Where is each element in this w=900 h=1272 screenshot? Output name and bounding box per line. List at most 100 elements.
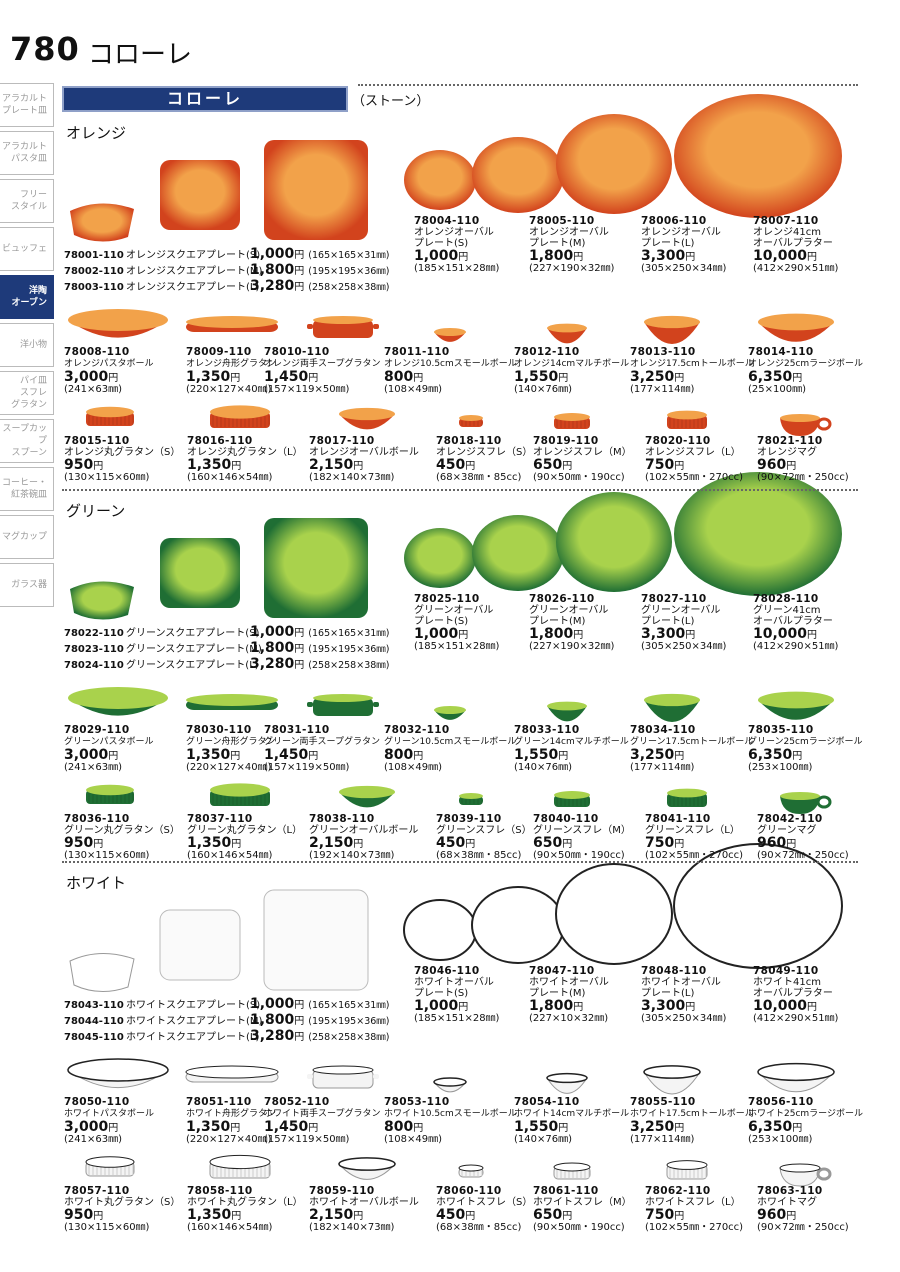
item-size: (305×250×34㎜)	[641, 641, 727, 652]
item-size: (90×50㎜・190cc)	[533, 1222, 625, 1233]
sidebar-tab-7[interactable]: スープカップ スプーン	[0, 419, 54, 463]
mug-rim-art	[780, 414, 820, 422]
item-size: (195×195×36㎜)	[308, 1016, 390, 1027]
item-name-line2: オーバルプラター	[753, 238, 833, 249]
item-price: 3,300	[641, 998, 686, 1014]
item-name: グリーンパスタボール	[64, 737, 154, 747]
item-code: 78038-110	[309, 813, 375, 825]
handle-art	[307, 324, 313, 329]
item-name: グリーン17.5cmトールボール	[630, 737, 754, 747]
bowl-art	[644, 700, 700, 722]
square-plate-row: 78023-110 グリーンスクエアプレート(M)1,800円 (195×195×3…	[64, 640, 389, 658]
section-title: オレンジ	[66, 124, 127, 142]
ramekin-rim-art	[209, 1154, 271, 1170]
item-size: (185×151×28㎜)	[414, 1013, 500, 1024]
item-name: ホワイトマグ	[757, 1197, 817, 1208]
item-price: 750	[645, 835, 675, 851]
item-name: オレンジ10.5cmスモールボール	[384, 359, 517, 369]
item-name: ホワイトパスタボール	[64, 1109, 155, 1119]
oval-plate-art	[472, 515, 564, 591]
row2-item: 78009-110 オレンジ舟形グラタン 1,350円 (220×127×40㎜)	[186, 347, 276, 396]
square-plate-art	[264, 518, 368, 618]
item-name-line2: オーバルプラター	[753, 988, 833, 999]
sidebar-tab-3[interactable]: ビュッフェ	[0, 227, 54, 271]
item-size: (253×100㎜)	[748, 1134, 813, 1145]
currency-label: 円	[465, 839, 476, 850]
item-price: 1,800	[250, 1012, 295, 1028]
ramekin-rim-art	[666, 1160, 708, 1170]
item-name-line1: オレンジオーバル	[414, 227, 494, 238]
soup-pot-rim-art	[312, 1065, 374, 1075]
sidebar-tab-5[interactable]: 洋小物	[0, 323, 54, 367]
item-size: (182×140×73㎜)	[309, 472, 395, 483]
item-code: 78017-110	[309, 435, 375, 447]
oval-plate-item: 78048-110 ホワイトオーバル プレート(L) 3,300円 (305×250×3…	[641, 966, 726, 1025]
sidebar-tab-1[interactable]: アラカルト パスタ皿	[0, 131, 54, 175]
sidebar-tab-9[interactable]: マグカップ	[0, 515, 54, 559]
item-size: (258×258×38㎜)	[308, 660, 390, 671]
item-code: 78016-110	[187, 435, 253, 447]
item-code: 78023-110	[64, 644, 124, 655]
currency-label: 円	[413, 751, 424, 762]
oval-plate-art	[404, 528, 476, 588]
item-price: 960	[757, 457, 787, 473]
item-name-line2: プレート(S)	[414, 988, 469, 999]
currency-label: 円	[562, 839, 573, 850]
sidebar-tab-4[interactable]: 洋陶 オーブン	[0, 275, 54, 319]
bowl-rim-art	[434, 328, 466, 336]
row2-item: 78010-110 オレンジ両手スープグラタン 1,450円 (157×119×50㎜…	[264, 347, 380, 396]
currency-label: 円	[93, 1211, 104, 1222]
item-size: (195×195×36㎜)	[308, 644, 390, 655]
mug-rim-art	[779, 1163, 821, 1173]
item-size: (130×115×60㎜)	[64, 1222, 150, 1233]
sidebar-tab-0[interactable]: アラカルト プレート皿	[0, 83, 54, 127]
item-name: ホワイトオーバルボール	[309, 1197, 419, 1208]
sidebar-tab-label: ガラス器	[11, 579, 47, 590]
item-code: 78018-110	[436, 435, 502, 447]
ramekin-rim-art	[554, 413, 590, 421]
item-price: 750	[645, 1207, 675, 1223]
item-name-line2: プレート(L)	[641, 238, 695, 249]
currency-label: 円	[230, 751, 241, 762]
row3-item: 78041-110 グリーンスフレ（L） 750円 (102×55㎜・270cc)	[645, 814, 743, 862]
item-code: 78014-110	[748, 346, 814, 358]
item-code: 78019-110	[533, 435, 599, 447]
item-size: (130×115×60㎜)	[64, 850, 150, 861]
bowl-art	[644, 322, 700, 344]
item-size: (241×63㎜)	[64, 1134, 122, 1145]
item-name-line2: プレート(M)	[529, 988, 586, 999]
item-price: 6,350	[748, 747, 793, 763]
item-name-line1: オレンジ41cm	[753, 227, 821, 238]
item-price: 1,000	[414, 626, 459, 642]
currency-label: 円	[230, 1123, 241, 1134]
currency-label: 円	[294, 1016, 305, 1027]
item-price: 950	[64, 835, 94, 851]
item-code: 78036-110	[64, 813, 130, 825]
row3-item: 78016-110 オレンジ丸グラタン（L） 1,350円 (160×146×54㎜)	[187, 435, 303, 484]
sidebar-tab-8[interactable]: コーヒー・ 紅茶碗皿	[0, 467, 54, 511]
mug-art	[780, 796, 820, 814]
item-price: 960	[757, 835, 787, 851]
currency-label: 円	[674, 461, 685, 472]
ramekin-rim-art	[554, 791, 590, 799]
oval-plate-art	[674, 472, 842, 596]
item-size: (68×38㎜・85cc)	[436, 1222, 522, 1233]
sidebar-tab-10[interactable]: ガラス器	[0, 563, 54, 607]
item-code: 78006-110	[641, 215, 707, 227]
currency-label: 円	[294, 660, 305, 671]
currency-label: 円	[674, 373, 685, 384]
row2-item: 78014-110 オレンジ25cmラージボール 6,350円 (25×100㎜)	[748, 346, 863, 396]
currency-label: 円	[294, 266, 305, 277]
row3-item: 78021-110 オレンジマグ 960円 (90×72㎜・250cc)	[757, 436, 849, 484]
item-size: (185×151×28㎜)	[414, 641, 500, 652]
item-code: 78002-110	[64, 266, 124, 277]
currency-label: 円	[786, 461, 797, 472]
sidebar-tab-2[interactable]: フリー スタイル	[0, 179, 54, 223]
sidebar-tab-6[interactable]: パイ皿 スフレ グラタン	[0, 371, 54, 415]
row2-item: 78055-110 ホワイト17.5cmトールボール 3,250円 (177×114㎜…	[630, 1097, 754, 1146]
item-size: (68×38㎜・85cc)	[436, 850, 522, 861]
item-size: (68×38㎜・85cc)	[436, 472, 522, 483]
row3-item: 78017-110 オレンジオーバルボール 2,150円 (182×140×73㎜)	[309, 435, 419, 484]
oval-plate-item: 78047-110 ホワイトオーバル プレート(M) 1,800円 (227×10×32…	[529, 966, 609, 1025]
oval-plate-art	[403, 899, 477, 961]
